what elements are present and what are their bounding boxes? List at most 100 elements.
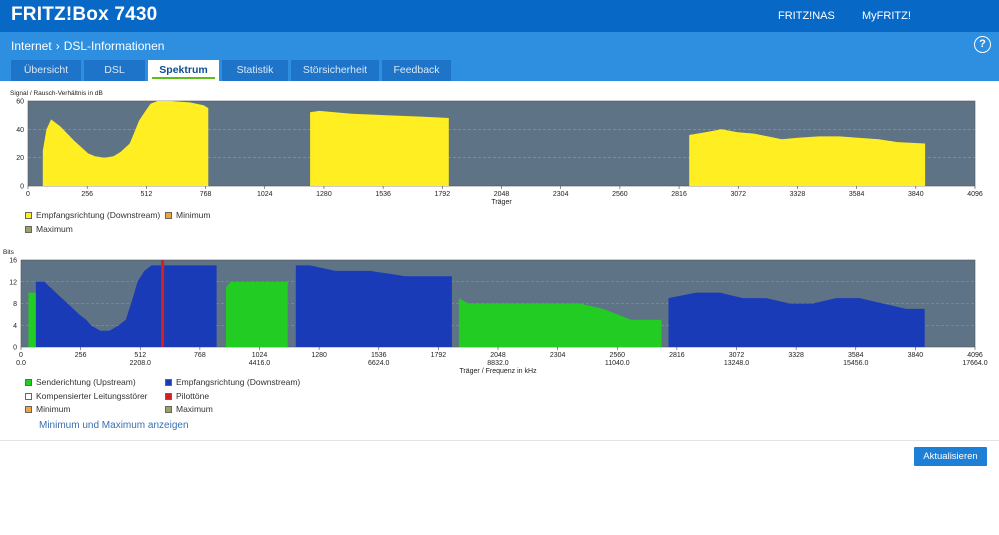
legend-maximum-1: Maximum xyxy=(25,224,73,234)
legend-swatch-icon xyxy=(165,405,172,413)
bits-chart: Bits 0 4 8 12 16 0 256 512 768 1024 1280 1536 1792 204… xyxy=(3,249,988,375)
y-tick-label: 16 xyxy=(9,258,17,265)
snr-chart: Signal / Rausch-Verhältnis in dB 0 20 40 60 0… xyxy=(10,90,983,206)
freq-tick-label: 8832.0 xyxy=(487,360,509,367)
series-0-area-0 xyxy=(28,292,36,347)
divider xyxy=(0,440,999,441)
legend-swatch-icon xyxy=(25,392,32,400)
legend-label: Maximum xyxy=(36,224,73,234)
x-tick-label: 3072 xyxy=(730,191,746,198)
legend-pilot: Pilottöne xyxy=(165,391,209,401)
x-tick-label: 3072 xyxy=(729,352,745,359)
series-1-area-2 xyxy=(668,292,925,347)
legend-label: Minimum xyxy=(36,404,71,414)
x-tick-label: 2048 xyxy=(490,352,506,359)
freq-tick-label: 11040.0 xyxy=(605,360,630,367)
series-1-area-1 xyxy=(295,265,452,347)
tab-spektrum[interactable]: Spektrum xyxy=(148,60,219,81)
legend-downstream-1: Empfangsrichtung (Downstream) xyxy=(25,210,160,220)
series-0-area-2 xyxy=(458,298,662,347)
legend-label: Empfangsrichtung (Downstream) xyxy=(176,377,301,387)
legend-minimum-2: Minimum xyxy=(25,404,70,414)
link-myfritz[interactable]: MyFRITZ! xyxy=(862,10,911,22)
freq-tick-label: 0.0 xyxy=(16,360,26,367)
y-tick-label: 8 xyxy=(13,301,17,308)
freq-tick-label: 4416.0 xyxy=(249,360,271,367)
refresh-button[interactable]: Aktualisieren xyxy=(914,447,987,466)
y-tick-label: 0 xyxy=(20,184,24,191)
x-tick-label: 4096 xyxy=(967,191,983,198)
x-tick-label: 3328 xyxy=(788,352,804,359)
y-tick-label: 60 xyxy=(16,99,24,106)
legend-swatch-icon xyxy=(165,378,172,386)
legend-label: Senderichtung (Upstream) xyxy=(36,377,136,387)
chevron-right-icon: › xyxy=(55,39,60,53)
x-tick-label: 512 xyxy=(134,352,146,359)
x-tick-label: 3840 xyxy=(908,352,924,359)
x-tick-label: 2560 xyxy=(609,352,625,359)
x-tick-label: 3328 xyxy=(790,191,806,198)
series-0-area-1 xyxy=(226,281,288,347)
y-tick-label: 12 xyxy=(9,279,17,286)
x-tick-label: 1536 xyxy=(371,352,387,359)
tab-stoersicherheit[interactable]: Störsicherheit xyxy=(291,60,379,81)
x-tick-label: 2304 xyxy=(553,191,569,198)
y-tick-label: 20 xyxy=(16,155,24,162)
legend-swatch-icon xyxy=(25,211,32,219)
top-bar xyxy=(0,0,999,32)
legend-label: Minimum xyxy=(176,210,211,220)
legend-swatch-icon xyxy=(25,225,32,233)
breadcrumb-current: DSL-Informationen xyxy=(63,39,165,53)
legend-upstream: Senderichtung (Upstream) xyxy=(25,377,136,387)
brand-title: FRITZ!Box 7430 xyxy=(11,4,158,25)
x-tick-label: 1280 xyxy=(316,191,332,198)
x-tick-label: 256 xyxy=(81,191,93,198)
x-tick-label: 3584 xyxy=(848,352,864,359)
legend-downstream-2: Empfangsrichtung (Downstream) xyxy=(165,377,300,387)
series-0-area-1 xyxy=(310,110,449,186)
x-tick-label: 3584 xyxy=(849,191,865,198)
tab-feedback[interactable]: Feedback xyxy=(382,60,451,81)
breadcrumb: Internet › DSL-Informationen xyxy=(11,39,164,53)
legend-label: Maximum xyxy=(176,404,213,414)
x-axis-label: Träger xyxy=(491,199,512,206)
x-tick-label: 3840 xyxy=(908,191,924,198)
link-fritznas[interactable]: FRITZ!NAS xyxy=(778,10,835,22)
series-1-area-0 xyxy=(35,265,217,347)
x-axis-label: Träger / Frequenz in kHz xyxy=(459,368,537,375)
y-axis-label: Bits xyxy=(3,249,15,256)
series-0-area-2 xyxy=(689,129,926,186)
legend-label: Empfangsrichtung (Downstream) xyxy=(36,210,161,220)
breadcrumb-internet[interactable]: Internet xyxy=(11,39,52,53)
legend-swatch-icon xyxy=(165,211,172,219)
x-tick-label: 1792 xyxy=(435,191,451,198)
x-tick-label: 0 xyxy=(26,191,30,198)
legend-compensated: Kompensierter Leitungsstörer xyxy=(25,391,148,401)
tab-uebersicht[interactable]: Übersicht xyxy=(11,60,81,81)
tab-statistik[interactable]: Statistik xyxy=(222,60,288,81)
freq-tick-label: 17664.0 xyxy=(962,360,987,367)
x-tick-label: 1280 xyxy=(311,352,327,359)
legend-label: Pilottöne xyxy=(176,391,210,401)
x-tick-label: 2048 xyxy=(494,191,510,198)
x-tick-label: 0 xyxy=(19,352,23,359)
legend-swatch-icon xyxy=(25,405,32,413)
legend-minimum-1: Minimum xyxy=(165,210,210,220)
x-tick-label: 2560 xyxy=(612,191,628,198)
help-icon[interactable]: ? xyxy=(974,36,991,53)
series-0-area-0 xyxy=(42,101,209,186)
y-tick-label: 4 xyxy=(13,323,17,330)
x-tick-label: 512 xyxy=(141,191,153,198)
freq-tick-label: 13248.0 xyxy=(724,360,749,367)
legend-swatch-icon xyxy=(25,378,32,386)
y-tick-label: 0 xyxy=(13,345,17,352)
tab-dsl[interactable]: DSL xyxy=(84,60,145,81)
x-tick-label: 1792 xyxy=(431,352,447,359)
x-tick-label: 4096 xyxy=(967,352,983,359)
show-minmax-link[interactable]: Minimum und Maximum anzeigen xyxy=(39,420,189,431)
legend-swatch-icon xyxy=(165,392,172,400)
legend-maximum-2: Maximum xyxy=(165,404,213,414)
freq-tick-label: 2208.0 xyxy=(130,360,152,367)
y-axis-label: Signal / Rausch-Verhältnis in dB xyxy=(10,90,103,97)
freq-tick-label: 6624.0 xyxy=(368,360,390,367)
